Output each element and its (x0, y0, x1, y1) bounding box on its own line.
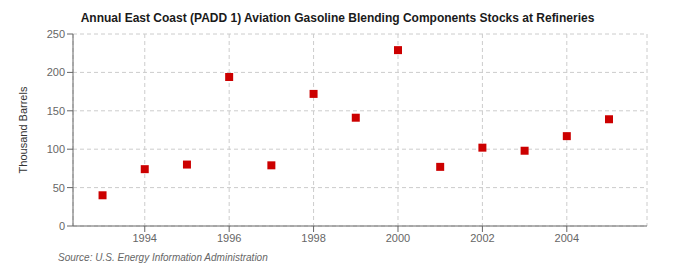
svg-text:1996: 1996 (217, 232, 241, 244)
svg-text:2000: 2000 (386, 232, 410, 244)
svg-text:2004: 2004 (555, 232, 579, 244)
svg-text:50: 50 (53, 182, 65, 194)
svg-text:200: 200 (47, 66, 65, 78)
svg-text:1998: 1998 (301, 232, 325, 244)
svg-text:100: 100 (47, 143, 65, 155)
svg-text:150: 150 (47, 105, 65, 117)
html-text:Source: U.S. Energy Informatio: Source: U.S. Energy Information Administ… (58, 252, 268, 263)
svg-text:250: 250 (47, 28, 65, 40)
svg-text:1994: 1994 (133, 232, 157, 244)
svg-text:Thousand Barrels: Thousand Barrels (17, 86, 29, 173)
svg-text:2002: 2002 (470, 232, 494, 244)
svg-text:0: 0 (59, 220, 65, 232)
html-text:Annual East Coast (PADD 1) Avi: Annual East Coast (PADD 1) Aviation Gaso… (80, 11, 595, 25)
